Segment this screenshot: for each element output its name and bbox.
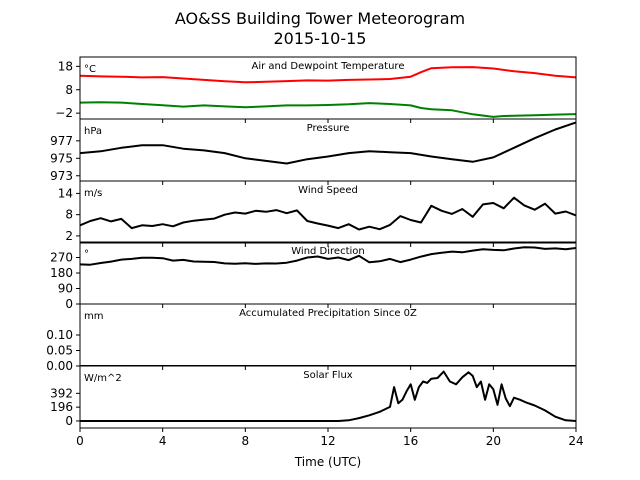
panel-title: Accumulated Precipitation Since 0Z <box>239 308 417 319</box>
y-tick-label: 973 <box>50 169 73 183</box>
panel-title: Air and Dewpoint Temperature <box>252 61 405 72</box>
series-line-1 <box>80 370 576 422</box>
y-tick-label: 8 <box>65 83 73 97</box>
unit-label: mm <box>84 311 103 322</box>
unit-label: m/s <box>84 188 102 199</box>
y-tick-label: 977 <box>50 134 73 148</box>
x-tick-label: 20 <box>486 434 501 448</box>
series-line-2 <box>80 101 576 118</box>
series-line-1 <box>80 66 576 84</box>
unit-label: ° <box>84 249 89 260</box>
y-tick-label: 196 <box>50 400 73 414</box>
y-tick-label: 18 <box>58 59 73 73</box>
x-tick-label: 24 <box>568 434 583 448</box>
series-line-1 <box>80 121 576 165</box>
panel-title: Wind Speed <box>298 185 358 196</box>
x-tick-label: 8 <box>242 434 250 448</box>
y-tick-label: 90 <box>58 282 73 296</box>
y-tick-label: 0.00 <box>46 359 73 373</box>
unit-label: hPa <box>84 126 102 137</box>
x-axis-label: Time (UTC) <box>294 455 361 469</box>
figure-title: AO&SS Building Tower Meteorogram <box>175 9 465 28</box>
series-line-1 <box>80 246 576 266</box>
x-tick-label: 0 <box>76 434 84 448</box>
panel-title: Pressure <box>307 123 350 134</box>
unit-label: W/m^2 <box>84 373 122 384</box>
unit-label: °C <box>84 64 96 75</box>
figure-subtitle: 2015-10-15 <box>274 29 367 48</box>
y-tick-label: 0 <box>65 414 73 428</box>
y-tick-label: 0.05 <box>46 344 73 358</box>
panel-title: Solar Flux <box>303 370 353 381</box>
y-tick-label: 14 <box>58 186 73 200</box>
x-tick-label: 4 <box>159 434 167 448</box>
y-tick-label: 0 <box>65 297 73 311</box>
y-tick-label: 0.10 <box>46 328 73 342</box>
x-tick-label: 12 <box>320 434 335 448</box>
y-tick-label: 270 <box>50 251 73 265</box>
x-tick-label: 16 <box>403 434 418 448</box>
y-tick-label: 2 <box>65 229 73 243</box>
panel-2: 977 975 973 hPa Pressure <box>50 118 577 185</box>
y-tick-label: 392 <box>50 386 73 400</box>
panels-group: 188−2°C Air and Dewpoint Temperature97797… <box>46 56 584 448</box>
y-tick-label: 180 <box>50 266 73 280</box>
y-tick-label: 8 <box>65 208 73 222</box>
y-tick-label: 975 <box>50 151 73 165</box>
y-tick-label: −2 <box>55 106 73 120</box>
panel-3: 14 8 2 m/s Wind Speed <box>58 180 577 247</box>
panel-title: Wind Direction <box>291 246 365 257</box>
series-line-1 <box>80 196 576 231</box>
